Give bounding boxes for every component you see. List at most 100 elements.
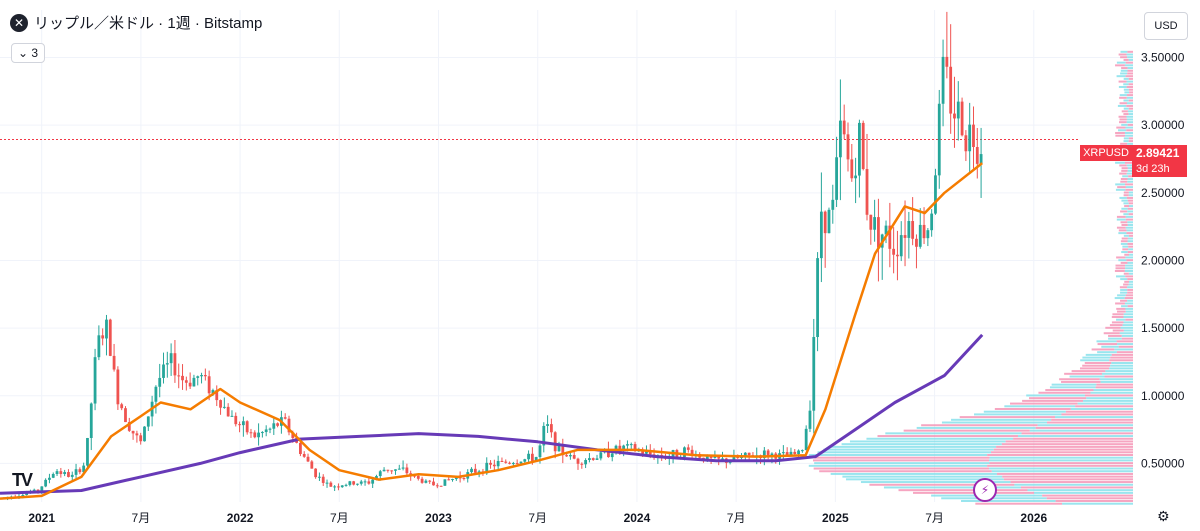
vp-bar	[1124, 297, 1133, 300]
candle-body	[907, 221, 911, 238]
y-tick-label: 2.00000	[1141, 253, 1185, 267]
candle-body	[972, 124, 975, 148]
vp-bar	[1010, 402, 1078, 405]
candle-body	[222, 406, 226, 408]
vp-bar	[1124, 183, 1133, 186]
vp-bar	[1120, 291, 1128, 294]
vp-bar	[1128, 191, 1133, 194]
vp-bar	[1122, 248, 1129, 251]
vp-bar	[1119, 96, 1127, 99]
vp-bar	[1121, 237, 1128, 240]
vp-bar	[1123, 321, 1133, 324]
candle-body	[877, 217, 880, 248]
vp-bar	[1062, 502, 1133, 505]
vp-bar	[1090, 391, 1133, 394]
vp-bar	[1075, 405, 1133, 408]
vp-bar	[1123, 194, 1129, 197]
vp-bar	[1118, 229, 1127, 232]
vp-bar	[1126, 129, 1133, 132]
candle-body	[812, 337, 816, 411]
vp-bar	[1125, 75, 1133, 78]
candle-body	[926, 230, 930, 239]
vp-bar	[1117, 310, 1126, 313]
vp-bar	[1120, 72, 1128, 75]
vp-bar	[1116, 61, 1126, 64]
vp-bar	[1118, 129, 1127, 132]
tradingview-logo[interactable]: TV	[12, 470, 33, 490]
vp-bar	[1059, 378, 1100, 381]
vp-bar	[1051, 383, 1097, 386]
vp-bar	[1127, 56, 1133, 59]
vp-bar	[1127, 67, 1133, 70]
vp-bar	[1127, 177, 1133, 180]
candle-body	[310, 461, 314, 469]
vp-bar	[1128, 77, 1133, 80]
candle-body	[648, 451, 652, 455]
candle-body	[74, 469, 78, 475]
candle-body	[534, 457, 538, 461]
vp-bar	[1121, 123, 1128, 126]
candle-body	[477, 471, 481, 473]
ma-long-line	[0, 333, 984, 495]
candle-body	[405, 467, 409, 474]
candle-body	[892, 248, 896, 255]
candle-body	[435, 485, 439, 487]
vp-bar	[1123, 213, 1129, 216]
vp-bar	[1125, 294, 1133, 297]
vp-bar	[1112, 329, 1124, 332]
candle-body	[287, 418, 291, 433]
candle-body	[333, 486, 337, 488]
vp-bar	[1014, 483, 1133, 486]
candle-body	[686, 447, 690, 450]
lightning-icon[interactable]: ⚡	[973, 478, 997, 502]
y-tick-label: 3.50000	[1141, 51, 1185, 65]
vp-bar	[1105, 370, 1133, 373]
indicator-count: 3	[31, 46, 39, 60]
vp-bar	[1129, 280, 1133, 283]
vp-bar	[974, 413, 1062, 416]
vp-bar	[1127, 278, 1133, 281]
vp-bar	[1120, 326, 1133, 329]
x-tick-label: 2021	[28, 511, 55, 525]
candle-body	[846, 134, 850, 160]
candle-body	[219, 400, 222, 408]
vp-bar	[1125, 126, 1133, 129]
vp-bar	[1125, 264, 1133, 267]
candle-body	[645, 451, 648, 454]
gear-icon[interactable]: ⚙	[1157, 508, 1170, 524]
vp-bar	[1128, 140, 1133, 143]
candle-body	[257, 432, 260, 438]
vp-bar	[1128, 194, 1133, 197]
vp-bar	[1121, 169, 1128, 172]
vp-bar	[1123, 315, 1133, 318]
candle-body	[116, 369, 120, 405]
vp-bar	[1127, 169, 1133, 172]
vp-bar	[883, 486, 1021, 489]
candle-body	[515, 463, 519, 465]
candle-body	[120, 404, 124, 409]
currency-button[interactable]: USD	[1144, 12, 1188, 40]
vp-bar	[1127, 221, 1133, 224]
indicator-toggle-button[interactable]: ⌄ 3	[11, 43, 46, 63]
vp-bar	[1119, 102, 1127, 105]
candle-body	[93, 357, 97, 404]
vp-bar	[1129, 253, 1133, 256]
vp-bar	[1123, 313, 1133, 316]
vp-bar	[1123, 191, 1129, 194]
candle-body	[618, 445, 622, 450]
vp-bar	[1126, 102, 1133, 105]
candle-body	[44, 479, 48, 487]
vp-bar	[1051, 418, 1133, 421]
vp-bar	[1126, 229, 1133, 232]
vp-bar	[1126, 104, 1133, 107]
candle-body	[584, 460, 588, 465]
vp-bar	[1117, 104, 1127, 107]
vp-bar	[1124, 269, 1133, 272]
candle-body	[808, 410, 812, 429]
candle-body	[553, 432, 557, 452]
candle-body	[949, 66, 953, 114]
candle-body	[804, 428, 808, 451]
vp-bar	[1115, 161, 1125, 164]
candle-body	[181, 375, 184, 381]
